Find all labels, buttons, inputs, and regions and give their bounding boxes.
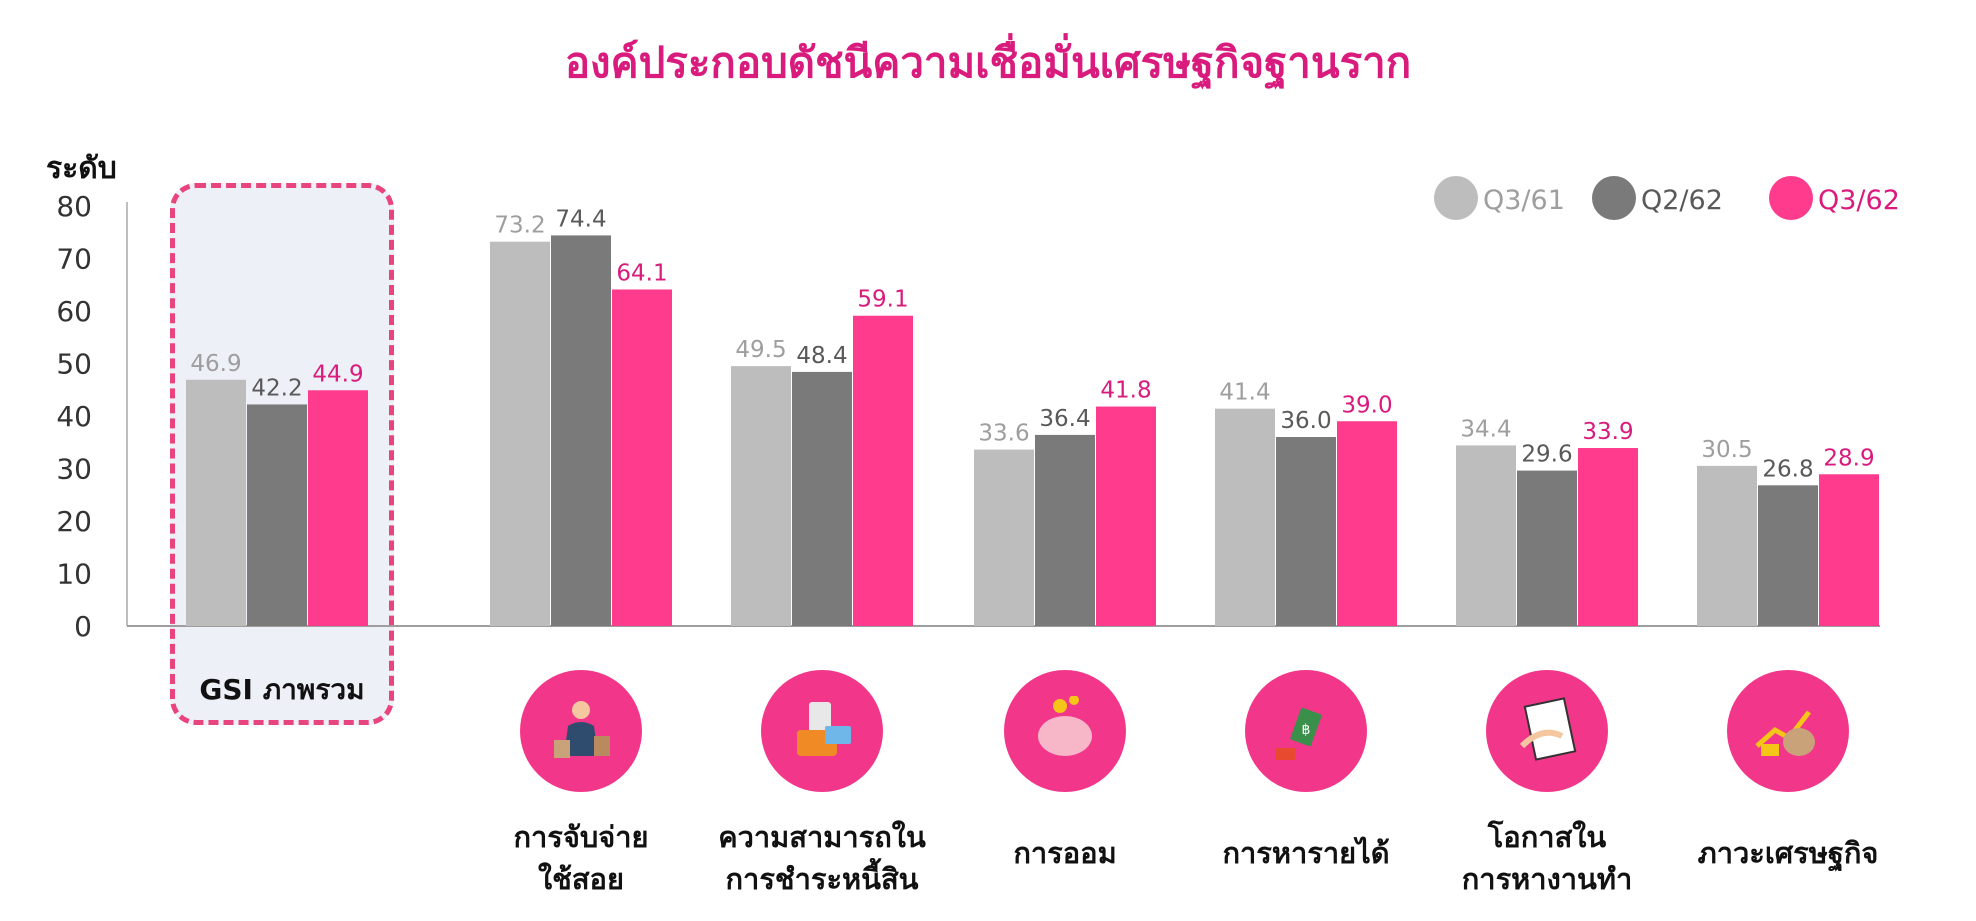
bar-Q3-61-3: [974, 449, 1034, 626]
bar-Q2-62-5: [1517, 470, 1577, 626]
data-label: 30.5: [1701, 437, 1752, 463]
chart-title: องค์ประกอบดัชนีความเชื่อมั่นเศรษฐกิจฐานร…: [564, 38, 1412, 87]
bar-Q2-62-4: [1276, 437, 1336, 626]
y-tick-label: 60: [56, 295, 92, 328]
category-label: การออม: [935, 832, 1195, 874]
data-label: 41.8: [1100, 378, 1151, 404]
bar-Q3-62-4: [1337, 421, 1397, 626]
y-tick-label: 30: [56, 453, 92, 486]
y-tick-label: 80: [56, 190, 92, 223]
data-label: 64.1: [616, 260, 667, 286]
bar-Q3-61-5: [1456, 445, 1516, 626]
category-label-line: โอกาสใน: [1487, 820, 1607, 854]
category-label: โอกาสในการหางานทำ: [1417, 816, 1677, 900]
data-label: 28.9: [1823, 445, 1874, 471]
shopping-woman-icon: [520, 670, 642, 792]
data-label: 26.8: [1762, 456, 1813, 482]
shopping-woman-icon-glyph: [546, 696, 616, 766]
bar-Q3-61-0: [186, 379, 246, 626]
bar-Q3-61-2: [731, 366, 791, 626]
job-search-icon-glyph: [1512, 696, 1582, 766]
data-label: 59.1: [857, 287, 908, 313]
data-label: 44.9: [312, 361, 363, 387]
bar-Q2-62-0: [247, 404, 307, 626]
bar-Q3-62-2: [853, 315, 913, 626]
bar-Q3-61-6: [1697, 465, 1757, 626]
job-search-icon: [1486, 670, 1608, 792]
data-label: 42.2: [251, 375, 302, 401]
bar-Q3-61-4: [1215, 408, 1275, 626]
category-label: ความสามารถในการชำระหนี้สิน: [692, 816, 952, 900]
legend-marker-Q2-62: [1592, 176, 1636, 220]
svg-text:฿: ฿: [1302, 722, 1311, 738]
category-label-gsi: GSI ภาพรวม: [199, 673, 365, 706]
legend-label: Q3/61: [1483, 185, 1565, 216]
data-label: 33.9: [1582, 419, 1633, 445]
y-tick-label: 50: [56, 348, 92, 381]
piggy-bank-icon-glyph: [1030, 695, 1100, 766]
piggy-bank-icon: [1004, 670, 1126, 792]
category-label: การหารายได้: [1176, 832, 1436, 874]
y-tick-label: 40: [56, 400, 92, 433]
wallet-card-icon-glyph: [787, 696, 857, 766]
category-label-line: การชำระหนี้สิน: [725, 862, 919, 896]
category-label-line: การหารายได้: [1222, 836, 1390, 870]
legend-marker-Q3-61: [1434, 176, 1478, 220]
bar-Q2-62-3: [1035, 434, 1095, 626]
y-tick-label: 10: [56, 558, 92, 591]
y-axis-title: ระดับ: [46, 151, 117, 186]
bar-Q3-61-1: [490, 241, 550, 626]
data-label: 73.2: [494, 213, 545, 239]
y-tick-label: 70: [56, 243, 92, 276]
bar-Q3-62-6: [1819, 474, 1879, 626]
y-tick-label: 20: [56, 505, 92, 538]
bar-Q2-62-6: [1758, 485, 1818, 626]
data-label: 36.0: [1280, 408, 1331, 434]
data-label: 49.5: [735, 337, 786, 363]
bar-Q3-62-1: [612, 289, 672, 626]
legend-label: Q2/62: [1641, 185, 1723, 216]
bar-Q3-62-5: [1578, 448, 1638, 626]
category-label-line: การหางานทำ: [1461, 862, 1633, 896]
data-label: 29.6: [1521, 442, 1572, 468]
data-label: 33.6: [978, 421, 1029, 447]
data-label: 39.0: [1341, 392, 1392, 418]
data-label: 74.4: [555, 206, 606, 232]
legend-label: Q3/62: [1818, 185, 1900, 216]
data-label: 34.4: [1460, 416, 1511, 442]
category-label-line: การออม: [1013, 836, 1117, 870]
category-label-line: การจับจ่าย: [513, 820, 649, 854]
category-label-line: ใช้สอย: [538, 862, 624, 896]
bar-Q3-62-0: [308, 390, 368, 626]
money-exchange-icon: ฿: [1245, 670, 1367, 792]
bar-Q3-62-3: [1096, 406, 1156, 626]
data-label: 41.4: [1219, 380, 1270, 406]
category-label-line: ความสามารถใน: [718, 820, 926, 854]
data-label: 46.9: [190, 351, 241, 377]
bar-Q2-62-1: [551, 235, 611, 626]
data-label: 48.4: [796, 343, 847, 369]
y-tick-label: 0: [74, 610, 92, 643]
data-label: 36.4: [1039, 406, 1090, 432]
category-label: ภาวะเศรษฐกิจ: [1658, 832, 1918, 874]
category-label-line: ภาวะเศรษฐกิจ: [1697, 836, 1879, 870]
legend-marker-Q3-62: [1769, 176, 1813, 220]
bar-Q2-62-2: [792, 371, 852, 626]
economy-growth-icon: [1727, 670, 1849, 792]
wallet-card-icon: [761, 670, 883, 792]
category-label: การจับจ่ายใช้สอย: [451, 816, 711, 900]
economy-growth-icon-glyph: [1753, 696, 1823, 766]
money-exchange-icon-glyph: ฿: [1271, 696, 1341, 766]
